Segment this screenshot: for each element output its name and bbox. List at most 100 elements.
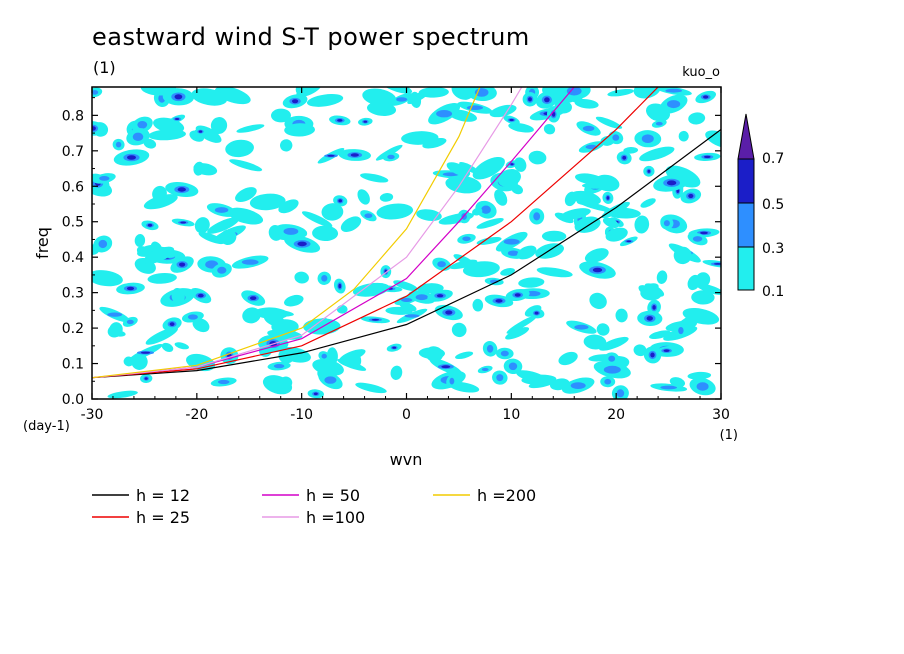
contour-patch [416, 209, 442, 221]
contour-patch [171, 287, 185, 305]
contour-patch [92, 270, 123, 287]
contour-patch [558, 351, 578, 366]
contour-patch [633, 344, 647, 357]
contour-patch [278, 199, 299, 214]
contour-patch [595, 116, 623, 129]
contour-patch [655, 121, 663, 126]
contour-patch [472, 156, 505, 180]
contour-patch [601, 201, 630, 219]
contour-patch [301, 211, 333, 228]
contour-patch [688, 112, 706, 125]
contour-patch [451, 87, 474, 100]
contour-patch [626, 240, 632, 243]
contour-patch [236, 124, 265, 133]
contour-patch [571, 190, 601, 206]
contour-patch [695, 272, 711, 287]
contour-patch [688, 193, 694, 199]
contour-patch [660, 385, 677, 390]
contour-patch [544, 97, 550, 103]
contour-patch [639, 146, 675, 162]
contour-patch [107, 312, 123, 317]
colorbar-label: 0.7 [762, 151, 784, 167]
run-label: kuo_o [682, 65, 720, 80]
contour-patch [500, 268, 516, 276]
colorbar-segment [737, 202, 755, 248]
contour-patch [192, 318, 210, 333]
dispersion-curve-4 [92, 87, 523, 379]
contour-patch [145, 327, 178, 345]
contour-patch [187, 314, 198, 320]
contour-patch [249, 193, 286, 211]
contour-patch [321, 203, 344, 221]
contour-patch [115, 141, 122, 148]
contour-patch [692, 236, 703, 242]
contour-patch [355, 382, 387, 394]
contour-patch [604, 378, 612, 385]
legend: h = 12 h = 25 h = 50 h =100 h =200 [92, 486, 536, 527]
contour-patch [514, 157, 527, 172]
contour-patch [510, 163, 514, 166]
contour-patch [191, 88, 228, 106]
dispersion-curve-5 [92, 87, 481, 379]
contour-patch [665, 88, 682, 93]
contour-patch [127, 155, 136, 160]
contour-patch [678, 327, 684, 335]
y-tick-label: 0.2 [62, 321, 84, 337]
colorbar: 0.1 0.3 0.5 0.7 [737, 113, 784, 300]
contour-patch [584, 248, 609, 263]
contour-patch [536, 267, 573, 278]
contour-patch [616, 389, 625, 398]
contour-patch [143, 246, 175, 264]
contour-patch [379, 193, 394, 202]
colorbar-segment [737, 158, 755, 204]
contour-patch [592, 267, 603, 273]
x-tick-label: 30 [712, 407, 730, 423]
contour-patch [666, 180, 677, 186]
x-tick-label: -30 [81, 407, 104, 423]
contour-patch [633, 87, 661, 99]
contour-patch [647, 169, 651, 173]
contour-patch [321, 353, 327, 359]
y-tick-label: 0.0 [62, 392, 84, 408]
contour-patch [366, 101, 397, 116]
contour-patch [583, 334, 607, 350]
contour-patch [147, 273, 177, 284]
y-axis-label: freq [33, 227, 52, 259]
contour-patch [615, 308, 628, 323]
legend-label: h = 25 [136, 508, 190, 527]
contour-patch [607, 88, 634, 97]
contour-patch [574, 99, 599, 109]
contour-patch [550, 378, 570, 391]
y-tick-label: 0.8 [62, 108, 84, 124]
contour-patch [446, 162, 471, 177]
contour-patch [528, 378, 557, 389]
contour-patch [338, 199, 343, 203]
contour-patch [152, 185, 167, 202]
contour-patch [297, 241, 307, 247]
dispersion-curve-2 [92, 87, 659, 379]
contour-patch [214, 207, 229, 213]
contour-patch [385, 306, 413, 315]
contour-patch [284, 294, 304, 307]
contour-patch [271, 319, 299, 335]
contour-patch [364, 213, 373, 218]
contour-patch [506, 315, 538, 334]
x-tick-label: -20 [185, 407, 208, 423]
contour-patch [280, 139, 293, 152]
contour-patch [362, 88, 397, 107]
contour-patch [273, 364, 285, 369]
contour-patch [148, 129, 186, 141]
contour-patch [278, 376, 293, 390]
contour-patch [582, 182, 610, 189]
colorbar-extend-triangle [737, 113, 755, 160]
contour-patch [136, 246, 151, 257]
contour-patch [392, 346, 397, 349]
contour-patch [225, 139, 254, 158]
contour-patch [508, 122, 534, 133]
contour-patch [337, 119, 343, 122]
contour-patch [99, 176, 110, 181]
contour-patch [360, 173, 389, 183]
contour-patch [134, 234, 146, 247]
contour-patch [574, 216, 601, 233]
